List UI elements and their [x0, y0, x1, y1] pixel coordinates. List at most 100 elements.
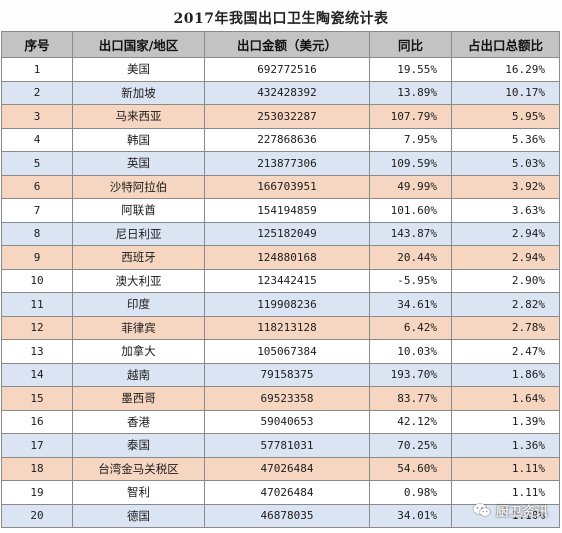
cell-share: 2.82% — [451, 292, 560, 317]
cell-yoy: 19.55% — [369, 57, 452, 82]
cell-amount: 166703951 — [204, 174, 370, 199]
cell-yoy: 0.98% — [369, 480, 452, 505]
cell-country: 美国 — [72, 57, 205, 82]
cell-yoy: 70.25% — [369, 433, 452, 458]
table-row: 10 澳大利亚 123442415 -5.95% 2.90% — [1, 268, 560, 293]
cell-yoy: 109.59% — [369, 151, 452, 176]
cell-country: 印度 — [72, 292, 205, 317]
cell-rank: 11 — [1, 292, 73, 317]
cell-yoy: 34.61% — [369, 292, 452, 317]
cell-yoy: 10.03% — [369, 339, 452, 364]
table-row: 13 加拿大 105067384 10.03% 2.47% — [1, 339, 560, 364]
header-amount: 出口金额（美元） — [204, 31, 370, 58]
table-row: 11 印度 119908236 34.61% 2.82% — [1, 292, 560, 317]
page-title: 2017年我国出口卫生陶瓷统计表 — [173, 11, 389, 27]
cell-country: 阿联酋 — [72, 198, 205, 223]
cell-share: 5.36% — [451, 127, 560, 152]
cell-yoy: 13.89% — [369, 80, 452, 105]
cell-yoy: 20.44% — [369, 245, 452, 270]
cell-yoy: 49.99% — [369, 174, 452, 199]
cell-yoy: 7.95% — [369, 127, 452, 152]
cell-share: 2.94% — [451, 245, 560, 270]
watermark: 厨卫资讯 — [472, 499, 548, 521]
table-row: 5 英国 213877306 109.59% 5.03% — [1, 151, 560, 176]
cell-rank: 12 — [1, 315, 73, 340]
watermark-text: 厨卫资讯 — [495, 504, 548, 520]
table-row: 16 香港 59040653 42.12% 1.39% — [1, 409, 560, 434]
cell-amount: 154194859 — [204, 198, 370, 223]
cell-rank: 20 — [1, 503, 73, 528]
cell-amount: 123442415 — [204, 268, 370, 293]
cell-share: 1.64% — [451, 386, 560, 411]
cell-amount: 125182049 — [204, 221, 370, 246]
export-table: 序号 出口国家/地区 出口金额（美元） 同比 占出口总额比 1 美国 6927725… — [1, 31, 560, 528]
cell-country: 新加坡 — [72, 80, 205, 105]
cell-country: 尼日利亚 — [72, 221, 205, 246]
cell-rank: 14 — [1, 362, 73, 387]
cell-amount: 57781031 — [204, 433, 370, 458]
cell-amount: 59040653 — [204, 409, 370, 434]
table-row: 3 马来西亚 253032287 107.79% 5.95% — [1, 104, 560, 129]
cell-share: 2.90% — [451, 268, 560, 293]
cell-amount: 46878035 — [204, 503, 370, 528]
table-row: 8 尼日利亚 125182049 143.87% 2.94% — [1, 221, 560, 246]
cell-amount: 105067384 — [204, 339, 370, 364]
table-body: 1 美国 692772516 19.55% 16.29% 2 新加坡 432428392 13.… — [1, 57, 560, 528]
cell-yoy: 101.60% — [369, 198, 452, 223]
cell-yoy: 83.77% — [369, 386, 452, 411]
cell-amount: 69523358 — [204, 386, 370, 411]
cell-country: 泰国 — [72, 433, 205, 458]
cell-rank: 17 — [1, 433, 73, 458]
cell-share: 1.11% — [451, 480, 560, 505]
cell-rank: 4 — [1, 127, 73, 152]
table-row: 7 阿联酋 154194859 101.60% 3.63% — [1, 198, 560, 223]
cell-amount: 253032287 — [204, 104, 370, 129]
cell-rank: 18 — [1, 456, 73, 481]
cell-rank: 15 — [1, 386, 73, 411]
table-row: 19 智利 47026484 0.98% 1.11% — [1, 480, 560, 505]
table-row: 18 台湾金马关税区 47026484 54.60% 1.11% — [1, 456, 560, 481]
cell-yoy: -5.95% — [369, 268, 452, 293]
table-row: 12 菲律宾 118213128 6.42% 2.78% — [1, 315, 560, 340]
cell-country: 德国 — [72, 503, 205, 528]
table-row: 2 新加坡 432428392 13.89% 10.17% — [1, 80, 560, 105]
cell-share: 2.47% — [451, 339, 560, 364]
cell-rank: 5 — [1, 151, 73, 176]
cell-share: 1.11% — [451, 456, 560, 481]
cell-country: 香港 — [72, 409, 205, 434]
cell-amount: 124880168 — [204, 245, 370, 270]
cell-country: 越南 — [72, 362, 205, 387]
cell-yoy: 42.12% — [369, 409, 452, 434]
header-yoy: 同比 — [369, 31, 452, 58]
cell-rank: 16 — [1, 409, 73, 434]
cell-share: 1.36% — [451, 433, 560, 458]
cell-country: 台湾金马关税区 — [72, 456, 205, 481]
table-row: 15 墨西哥 69523358 83.77% 1.64% — [1, 386, 560, 411]
cell-amount: 119908236 — [204, 292, 370, 317]
cell-yoy: 6.42% — [369, 315, 452, 340]
table-row: 20 德国 46878035 34.01% 1.10% — [1, 503, 560, 528]
cell-amount: 432428392 — [204, 80, 370, 105]
cell-country: 西班牙 — [72, 245, 205, 270]
cell-country: 沙特阿拉伯 — [72, 174, 205, 199]
cell-rank: 19 — [1, 480, 73, 505]
table-row: 17 泰国 57781031 70.25% 1.36% — [1, 433, 560, 458]
cell-country: 菲律宾 — [72, 315, 205, 340]
cell-share: 5.95% — [451, 104, 560, 129]
cell-country: 英国 — [72, 151, 205, 176]
cell-share: 10.17% — [451, 80, 560, 105]
cell-country: 马来西亚 — [72, 104, 205, 129]
cell-amount: 692772516 — [204, 57, 370, 82]
cell-rank: 8 — [1, 221, 73, 246]
cell-share: 2.94% — [451, 221, 560, 246]
cell-share: 3.92% — [451, 174, 560, 199]
cell-amount: 79158375 — [204, 362, 370, 387]
table-row: 1 美国 692772516 19.55% 16.29% — [1, 57, 560, 82]
table-header-row: 序号 出口国家/地区 出口金额（美元） 同比 占出口总额比 — [1, 31, 560, 58]
cell-share: 1.39% — [451, 409, 560, 434]
cell-rank: 7 — [1, 198, 73, 223]
cell-yoy: 143.87% — [369, 221, 452, 246]
cell-amount: 227868636 — [204, 127, 370, 152]
cell-country: 澳大利亚 — [72, 268, 205, 293]
